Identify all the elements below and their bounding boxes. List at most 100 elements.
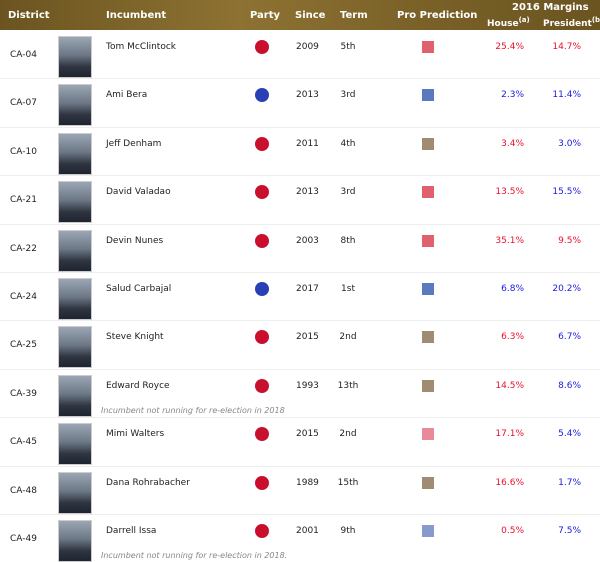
house-margin: 3.4% bbox=[501, 138, 524, 149]
house-margin: 0.5% bbox=[501, 526, 524, 536]
table-header: District Incumbent Party Since Term Pro … bbox=[0, 0, 600, 30]
prediction-square bbox=[422, 137, 434, 150]
district: CA-49 bbox=[10, 534, 37, 544]
since: 2015 bbox=[296, 332, 319, 343]
incumbent-photo bbox=[58, 36, 92, 78]
president-margin: 11.4% bbox=[552, 90, 581, 101]
row-separator bbox=[0, 126, 600, 128]
party-dot bbox=[255, 282, 269, 296]
term: 3rd bbox=[340, 187, 356, 198]
president-margin: 1.7% bbox=[558, 477, 581, 488]
president-margin: 3.0% bbox=[558, 138, 581, 149]
incumbent-name: Edward Royce bbox=[106, 380, 170, 391]
incumbent-photo bbox=[58, 229, 92, 272]
incumbent-name: Steve Knight bbox=[106, 332, 164, 343]
party-dot bbox=[255, 524, 269, 538]
header-president: President(b) bbox=[543, 16, 600, 29]
row-separator bbox=[0, 417, 600, 419]
house-margin: 2.3% bbox=[501, 90, 524, 101]
header-since: Since bbox=[295, 10, 326, 21]
house-margin: 16.6% bbox=[495, 477, 524, 488]
term: 8th bbox=[340, 235, 356, 246]
president-margin: 5.4% bbox=[558, 429, 581, 440]
incumbent-photo bbox=[58, 423, 92, 466]
row-separator bbox=[0, 223, 600, 225]
district: CA-04 bbox=[10, 50, 37, 60]
incumbent-name: Devin Nunes bbox=[106, 235, 164, 246]
row-note: Incumbent not running for re-election in… bbox=[101, 551, 288, 560]
row-separator bbox=[0, 272, 600, 273]
incumbent-name: Jeff Denham bbox=[106, 138, 162, 149]
president-margin: 15.5% bbox=[552, 187, 581, 198]
term: 15th bbox=[337, 477, 359, 488]
since: 2015 bbox=[296, 429, 319, 440]
incumbent-photo bbox=[58, 278, 92, 320]
prediction-square bbox=[422, 476, 434, 489]
row-separator bbox=[0, 465, 600, 467]
president-footnote: (b) bbox=[591, 16, 600, 24]
incumbent-name: Tom McClintock bbox=[106, 42, 177, 52]
row-separator bbox=[0, 514, 600, 515]
house-margin: 35.1% bbox=[495, 235, 524, 246]
incumbent-photo bbox=[58, 374, 92, 417]
header-district: District bbox=[8, 10, 50, 21]
district: CA-07 bbox=[10, 98, 37, 109]
house-label: House bbox=[487, 19, 519, 29]
prediction-square bbox=[422, 428, 434, 441]
district: CA-22 bbox=[10, 243, 37, 254]
header-margins: 2016 Margins bbox=[512, 2, 589, 13]
header-house: House(a) bbox=[487, 16, 530, 29]
term: 2nd bbox=[339, 332, 357, 343]
prediction-square bbox=[422, 186, 434, 199]
incumbent-photo bbox=[58, 471, 92, 514]
incumbent-photo bbox=[58, 181, 92, 224]
incumbent-name: Ami Bera bbox=[106, 90, 148, 101]
incumbent-photo bbox=[58, 132, 92, 175]
president-margin: 20.2% bbox=[552, 284, 581, 294]
district: CA-45 bbox=[10, 437, 37, 448]
term: 5th bbox=[340, 42, 356, 52]
district: CA-10 bbox=[10, 146, 37, 157]
district: CA-24 bbox=[10, 292, 37, 302]
house-footnote: (a) bbox=[518, 16, 530, 24]
row-separator bbox=[0, 320, 600, 322]
president-margin: 14.7% bbox=[552, 42, 581, 52]
row-note: Incumbent not running for re-election in… bbox=[101, 405, 285, 415]
party-dot bbox=[255, 40, 269, 54]
incumbent-name: Darrell Issa bbox=[106, 526, 157, 536]
incumbent-name: Dana Rohrabacher bbox=[106, 477, 190, 488]
house-margin: 6.3% bbox=[501, 332, 524, 343]
prediction-square bbox=[422, 89, 434, 102]
header-term: Term bbox=[340, 10, 368, 21]
row-separator bbox=[0, 175, 600, 177]
since: 2003 bbox=[296, 235, 319, 246]
since: 1993 bbox=[296, 380, 319, 391]
president-label: President bbox=[543, 19, 592, 29]
prediction-square bbox=[422, 283, 434, 295]
since: 2011 bbox=[296, 138, 319, 149]
party-dot bbox=[255, 136, 269, 151]
prediction-square bbox=[422, 379, 434, 392]
prediction-square bbox=[422, 234, 434, 247]
president-margin: 7.5% bbox=[558, 526, 581, 536]
incumbent-photo bbox=[58, 520, 92, 562]
house-margin: 13.5% bbox=[495, 187, 524, 198]
incumbent-name: David Valadao bbox=[106, 187, 171, 198]
district: CA-39 bbox=[10, 388, 37, 399]
since: 2017 bbox=[296, 284, 319, 294]
party-dot bbox=[255, 185, 269, 200]
district: CA-21 bbox=[10, 195, 37, 206]
president-margin: 8.6% bbox=[558, 380, 581, 391]
prediction-square bbox=[422, 525, 434, 537]
incumbent-photo bbox=[58, 326, 92, 369]
header-prediction: Pro Prediction bbox=[397, 10, 478, 21]
party-dot bbox=[255, 427, 269, 442]
party-dot bbox=[255, 475, 269, 490]
party-dot bbox=[255, 330, 269, 345]
row-separator bbox=[0, 368, 600, 370]
incumbent-name: Salud Carbajal bbox=[106, 284, 172, 294]
party-dot bbox=[255, 233, 269, 248]
president-margin: 9.5% bbox=[558, 235, 581, 246]
house-margin: 14.5% bbox=[495, 380, 524, 391]
